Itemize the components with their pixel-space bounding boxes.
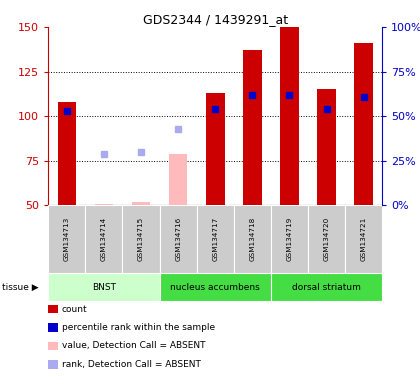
Bar bbox=[271, 273, 382, 301]
Bar bbox=[48, 273, 160, 301]
Text: GSM134716: GSM134716 bbox=[175, 217, 181, 261]
Text: GSM134713: GSM134713 bbox=[64, 217, 70, 261]
Text: GSM134715: GSM134715 bbox=[138, 217, 144, 261]
Bar bbox=[354, 43, 373, 205]
Bar bbox=[160, 205, 197, 273]
Text: GSM134721: GSM134721 bbox=[361, 217, 367, 261]
Title: GDS2344 / 1439291_at: GDS2344 / 1439291_at bbox=[143, 13, 288, 26]
Bar bbox=[317, 89, 336, 205]
Bar bbox=[197, 205, 234, 273]
Bar bbox=[48, 205, 85, 273]
Text: GSM134718: GSM134718 bbox=[249, 217, 255, 261]
Bar bbox=[132, 202, 150, 205]
Bar bbox=[345, 205, 382, 273]
Text: GSM134717: GSM134717 bbox=[212, 217, 218, 261]
Bar bbox=[123, 205, 160, 273]
Text: value, Detection Call = ABSENT: value, Detection Call = ABSENT bbox=[62, 341, 205, 351]
Text: percentile rank within the sample: percentile rank within the sample bbox=[62, 323, 215, 332]
Text: count: count bbox=[62, 305, 87, 314]
Text: GSM134714: GSM134714 bbox=[101, 217, 107, 261]
Bar bbox=[243, 50, 262, 205]
Bar bbox=[58, 102, 76, 205]
Text: nucleus accumbens: nucleus accumbens bbox=[171, 283, 260, 291]
Text: rank, Detection Call = ABSENT: rank, Detection Call = ABSENT bbox=[62, 360, 201, 369]
Bar bbox=[206, 93, 225, 205]
Text: GSM134719: GSM134719 bbox=[286, 217, 292, 261]
Text: dorsal striatum: dorsal striatum bbox=[292, 283, 361, 291]
Bar bbox=[160, 273, 271, 301]
Bar bbox=[94, 204, 113, 205]
Text: tissue ▶: tissue ▶ bbox=[2, 283, 39, 291]
Bar bbox=[85, 205, 123, 273]
Bar bbox=[234, 205, 271, 273]
Bar bbox=[271, 205, 308, 273]
Bar bbox=[308, 205, 345, 273]
Text: BNST: BNST bbox=[92, 283, 116, 291]
Text: GSM134720: GSM134720 bbox=[323, 217, 330, 261]
Bar bbox=[280, 27, 299, 205]
Bar bbox=[169, 154, 187, 205]
